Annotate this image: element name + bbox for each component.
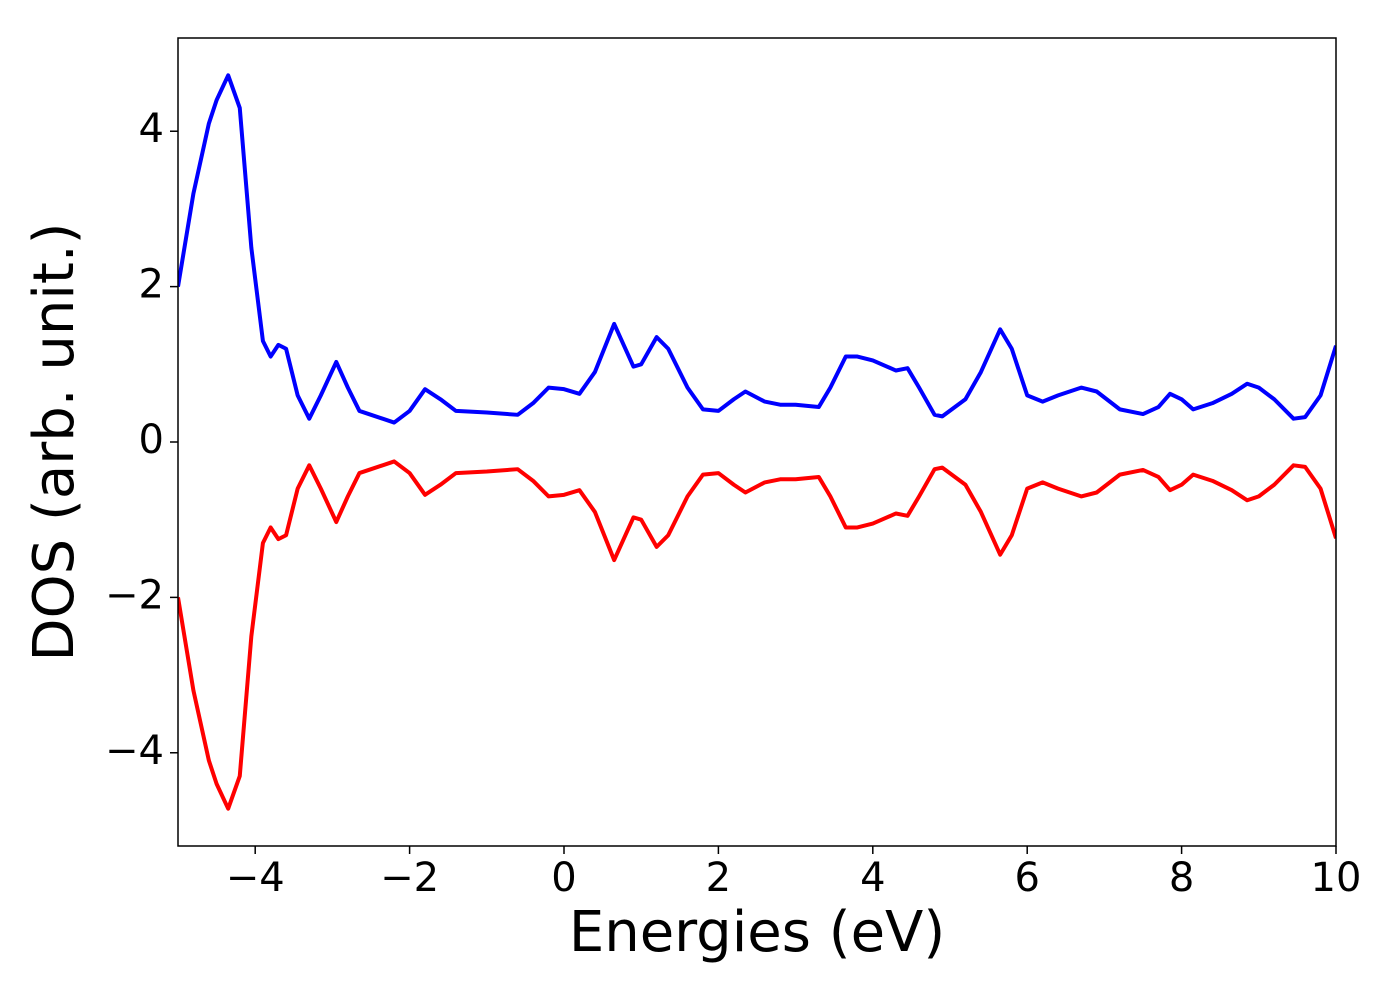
x-tick-label: −4 [226,855,285,901]
plot-frame [177,37,1337,847]
x-tick-label: 10 [1311,855,1362,901]
y-tick-label: 0 [139,417,164,463]
y-tick-label: 2 [139,262,164,308]
y-tick-label: −2 [105,572,164,618]
x-tick-label: 2 [706,855,731,901]
x-axis-label: Energies (eV) [569,900,945,965]
y-tick-label: −4 [105,728,164,774]
y-axis-label: DOS (arb. unit.) [22,222,87,661]
y-tick-label: 4 [139,106,164,152]
x-tick-label: 6 [1014,855,1039,901]
x-tick-label: 0 [551,855,576,901]
x-tick-label: −2 [380,855,439,901]
line-series [178,73,1336,425]
x-tick-label: 4 [860,855,885,901]
line-series [178,459,1336,811]
x-tick-label: 8 [1169,855,1194,901]
